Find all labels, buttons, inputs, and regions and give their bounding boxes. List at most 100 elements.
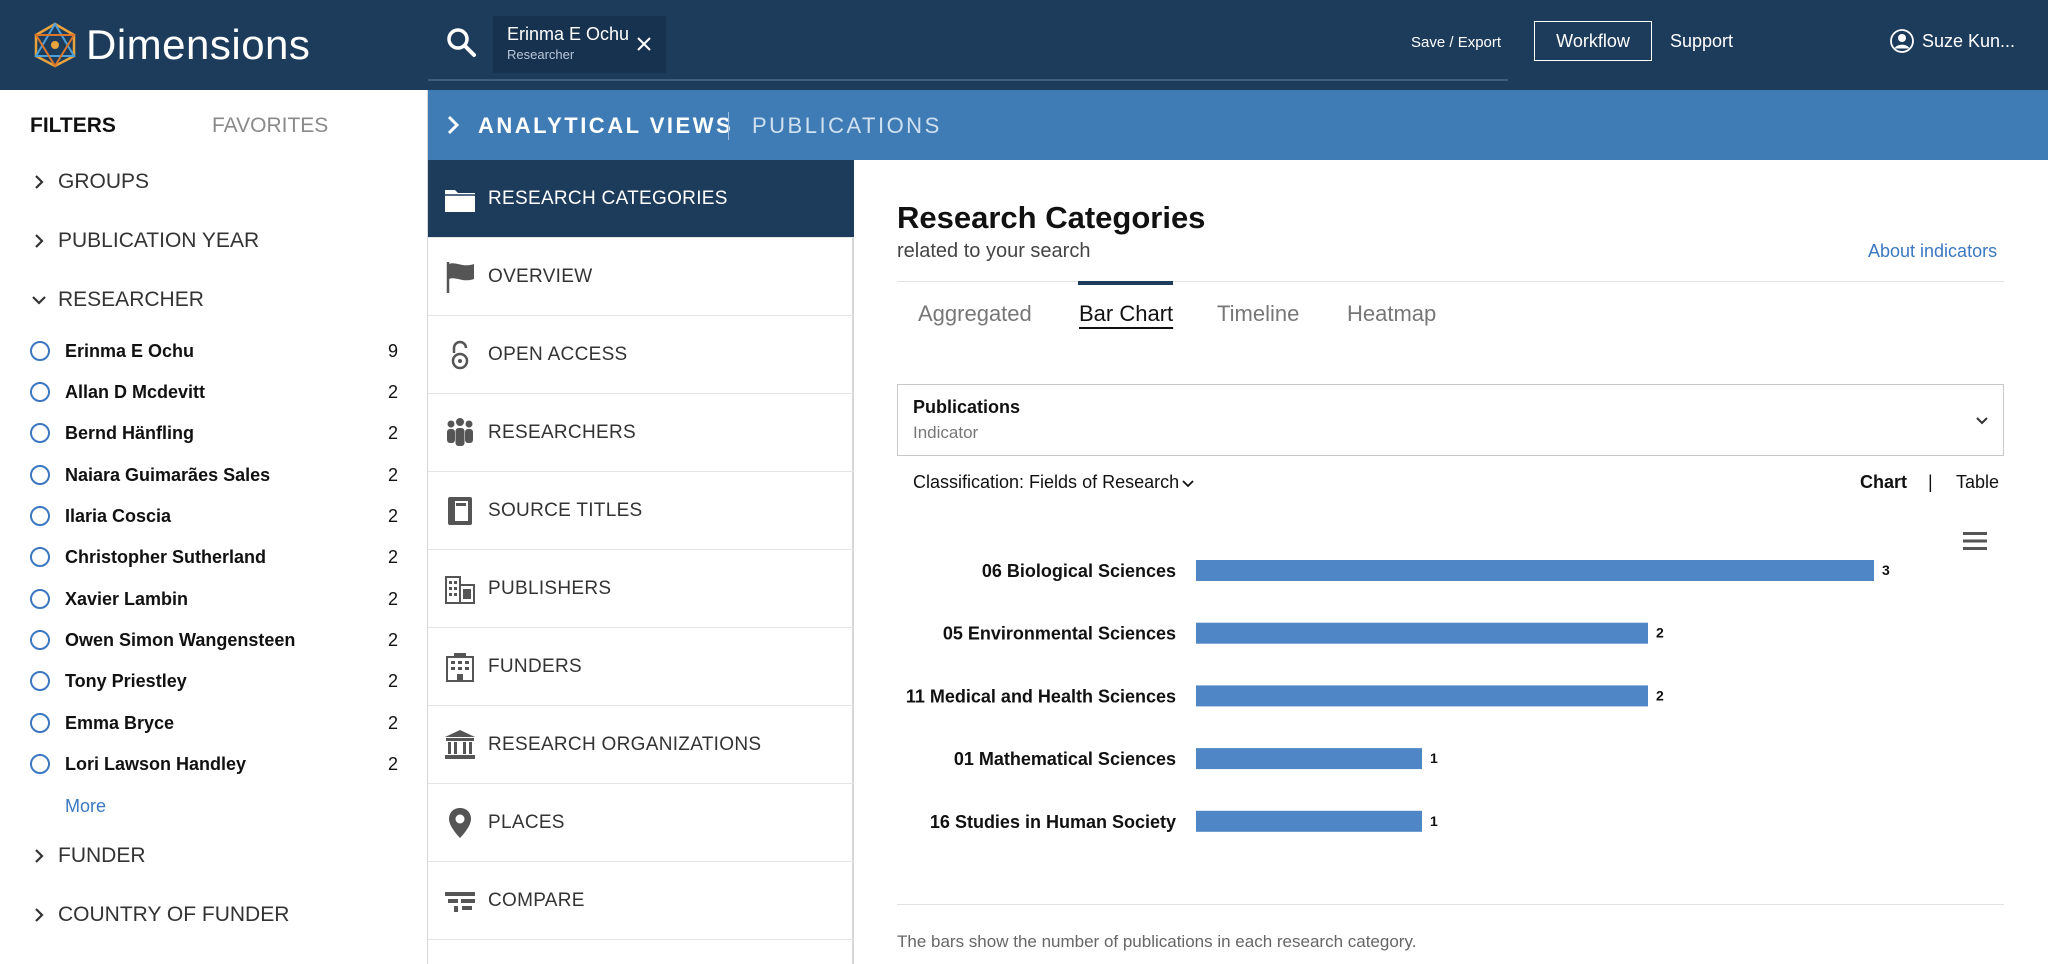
chart-menu-icon[interactable]	[1962, 530, 1988, 552]
nav-item-label: OVERVIEW	[488, 265, 593, 287]
top-header: Dimensions Erinma E Ochu Researcher Save…	[0, 0, 2048, 90]
researcher-count: 2	[387, 546, 398, 567]
dimensions-logo[interactable]: Dimensions	[30, 20, 310, 70]
tab-filters[interactable]: FILTERS	[30, 114, 116, 137]
book-icon	[448, 496, 472, 525]
researcher-filter-item[interactable]: Emma Bryce 2	[30, 708, 398, 738]
radio-button[interactable]	[30, 630, 50, 650]
nav-item-publishers[interactable]: PUBLISHERS	[428, 550, 854, 628]
bar[interactable]	[1196, 622, 1648, 644]
researcher-count: 9	[387, 340, 398, 361]
filters-panel: FILTERS FAVORITES GROUPS PUBLICATION YEA…	[0, 90, 428, 964]
filter-group-funder[interactable]: FUNDER	[30, 841, 146, 871]
nav-item-research-categories[interactable]: RESEARCH CATEGORIES	[428, 160, 854, 238]
close-icon[interactable]	[636, 36, 652, 52]
filter-group-label: FUNDER	[58, 844, 146, 867]
nav-item-source-titles[interactable]: SOURCE TITLES	[428, 472, 854, 550]
publisher-building-icon	[445, 575, 475, 604]
nav-item-overview[interactable]: OVERVIEW	[428, 238, 854, 316]
about-indicators-link[interactable]: About indicators	[1868, 241, 1998, 261]
chevron-right-icon[interactable]	[444, 114, 462, 136]
radio-button[interactable]	[30, 671, 50, 691]
page-subtitle: related to your search	[897, 240, 1091, 262]
researcher-name: Xavier Lambin	[65, 588, 189, 609]
chevron-down-icon	[1182, 479, 1194, 487]
bar[interactable]	[1196, 748, 1422, 770]
save-export-link[interactable]: Save / Export	[1411, 34, 1502, 51]
bar-category-label: 05 Environmental Sciences	[943, 624, 1176, 644]
support-link[interactable]: Support	[1670, 31, 1734, 51]
radio-button[interactable]	[30, 589, 50, 609]
researcher-filter-item[interactable]: Owen Simon Wangensteen 2	[30, 625, 398, 655]
bar[interactable]	[1196, 560, 1874, 581]
radio-button[interactable]	[30, 754, 50, 774]
radio-button[interactable]	[30, 382, 50, 402]
flag-icon	[446, 261, 474, 293]
nav-item-places[interactable]: PLACES	[428, 784, 854, 862]
divider	[897, 281, 2004, 282]
researcher-count: 2	[387, 505, 398, 526]
building-icon	[446, 652, 474, 682]
classification-value: Fields of Research	[1029, 472, 1180, 492]
nav-item-label: RESEARCH ORGANIZATIONS	[488, 733, 762, 755]
more-link[interactable]: More	[65, 796, 107, 816]
researcher-name: Naiara Guimarães Sales	[65, 464, 271, 485]
radio-button[interactable]	[30, 506, 50, 526]
bar-category-label: 11 Medical and Health Sciences	[906, 686, 1176, 706]
bar[interactable]	[1196, 685, 1648, 707]
filter-group-label: GROUPS	[58, 170, 150, 193]
tab-heatmap[interactable]: Heatmap	[1347, 301, 1437, 326]
filter-group-researcher[interactable]: RESEARCHER	[30, 285, 204, 315]
filter-group-country-of-funder[interactable]: COUNTRY OF FUNDER	[30, 900, 289, 930]
bar-value-label: 1	[1430, 813, 1438, 829]
nav-item-funders[interactable]: FUNDERS	[428, 628, 854, 706]
researcher-filter-item[interactable]: Ilaria Coscia 2	[30, 501, 398, 531]
nav-item-open-access[interactable]: OPEN ACCESS	[428, 316, 854, 394]
institution-icon	[445, 729, 475, 759]
search-icon[interactable]	[445, 26, 477, 58]
filter-group-groups[interactable]: GROUPS	[30, 167, 149, 197]
workflow-button[interactable]: Workflow	[1534, 21, 1652, 61]
bar-value-label: 2	[1656, 687, 1664, 703]
view-separator: |	[1928, 472, 1933, 492]
nav-item-compare[interactable]: COMPARE	[428, 862, 854, 940]
researcher-name: Tony Priestley	[65, 670, 187, 691]
nav-item-research-organizations[interactable]: RESEARCH ORGANIZATIONS	[428, 706, 854, 784]
nav-item-researchers[interactable]: RESEARCHERS	[428, 394, 854, 472]
analytical-views-bar: ANALYTICAL VIEWS PUBLICATIONS	[428, 90, 2048, 160]
tab-favorites[interactable]: FAVORITES	[212, 114, 329, 137]
tab-timeline[interactable]: Timeline	[1217, 301, 1300, 326]
nav-item-label: RESEARCHERS	[488, 421, 636, 443]
analytical-views-title[interactable]: ANALYTICAL VIEWS	[478, 113, 734, 138]
view-chart-toggle[interactable]: Chart	[1860, 472, 1908, 492]
radio-button[interactable]	[30, 713, 50, 733]
bar-category-label: 16 Studies in Human Society	[930, 812, 1176, 832]
researcher-count: 2	[387, 670, 398, 691]
search-chip[interactable]: Erinma E Ochu Researcher	[493, 16, 666, 73]
tab-aggregated[interactable]: Aggregated	[918, 301, 1032, 326]
chevron-right-icon	[35, 908, 44, 922]
radio-button[interactable]	[30, 341, 50, 361]
filter-group-publication-year[interactable]: PUBLICATION YEAR	[30, 226, 259, 256]
classification-select[interactable]: Classification: Fields of Research	[913, 472, 1195, 493]
radio-button[interactable]	[30, 465, 50, 485]
radio-button[interactable]	[30, 423, 50, 443]
tab-bar-chart[interactable]: Bar Chart	[1079, 301, 1174, 326]
researcher-filter-item[interactable]: Christopher Sutherland 2	[30, 542, 398, 572]
user-menu[interactable]: Suze Kun...	[1890, 29, 2015, 53]
brand-name: Dimensions	[86, 21, 311, 68]
researcher-filter-item[interactable]: Bernd Hänfling 2	[30, 418, 398, 448]
researcher-filter-item[interactable]: Allan D Mcdevitt 2	[30, 377, 398, 407]
researcher-filter-item[interactable]: Xavier Lambin 2	[30, 584, 398, 614]
nav-item-label: PUBLISHERS	[488, 577, 612, 599]
radio-button[interactable]	[30, 547, 50, 567]
view-table-toggle[interactable]: Table	[1956, 472, 2000, 492]
indicator-select[interactable]: Publications Indicator	[897, 384, 2004, 456]
researcher-filter-item[interactable]: Erinma E Ochu 9	[30, 336, 398, 366]
researcher-filter-item[interactable]: Tony Priestley 2	[30, 666, 398, 696]
researcher-filter-item[interactable]: Naiara Guimarães Sales 2	[30, 460, 398, 490]
researcher-filter-item[interactable]: Lori Lawson Handley 2	[30, 749, 398, 779]
researcher-count: 2	[387, 588, 398, 609]
researcher-count: 2	[387, 712, 398, 733]
bar[interactable]	[1196, 810, 1422, 832]
